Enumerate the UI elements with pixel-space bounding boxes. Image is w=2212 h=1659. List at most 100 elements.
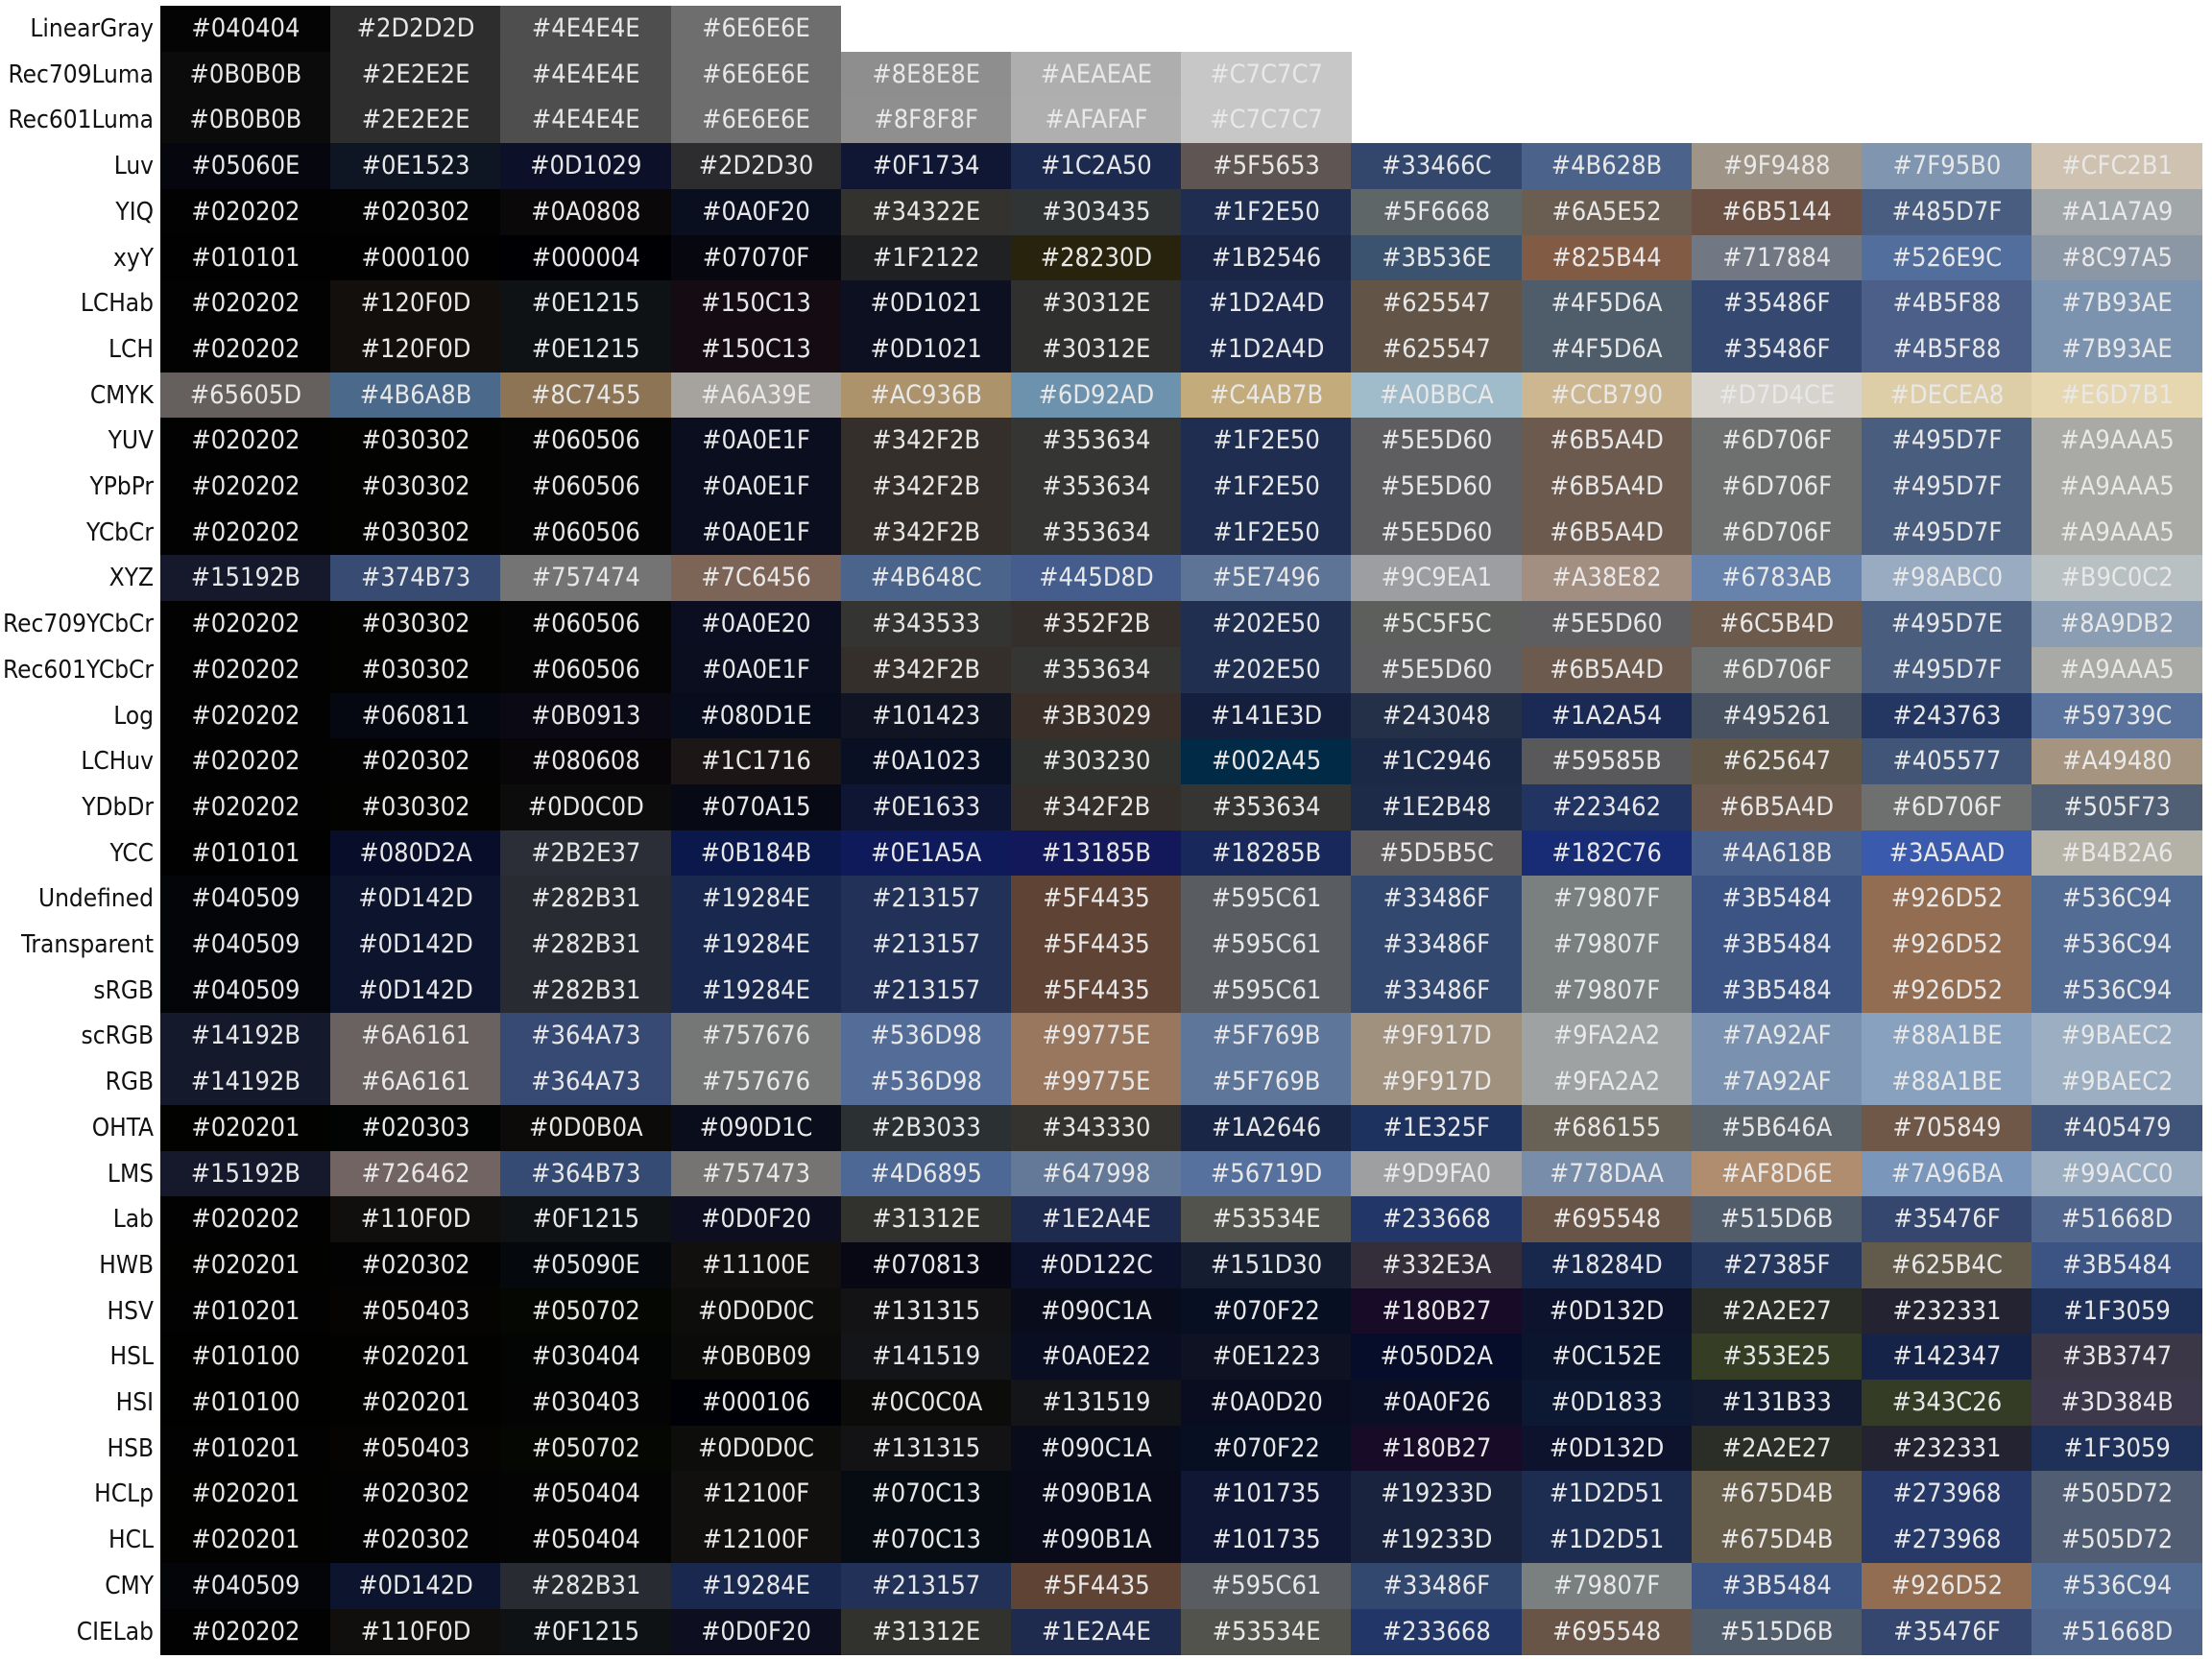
colorspace-label: HSL [109,1342,154,1372]
color-swatch: #AF8D6E [1691,1150,1863,1197]
color-swatch: #050404 [500,1471,672,1518]
color-swatch: #595C61 [1181,1562,1352,1609]
color-swatch: #31312E [840,1196,1012,1243]
color-swatch: #19284E [670,1562,842,1609]
colorspace-label: Rec709Luma [8,60,155,89]
color-swatch: #5F6668 [1351,188,1523,235]
color-swatch: #3B3029 [1011,692,1182,739]
colorspace-label: CMY [105,1571,154,1600]
color-swatch: #020202 [160,280,331,327]
color-swatch: #243763 [1862,692,2032,739]
color-swatch: #060506 [500,418,672,465]
colorspace-label: HSB [107,1433,155,1463]
color-swatch: #30312E [1011,325,1182,373]
color-swatch: #DECEA8 [1862,372,2032,419]
color-swatch: #4B5F88 [1862,280,2032,327]
color-swatch: #3B5484 [1691,967,1863,1014]
color-swatch: #79807F [1521,922,1693,968]
color-swatch: #5F4435 [1011,876,1182,923]
color-swatch: #2E2E2E [330,97,501,144]
colorspace-label: RGB [105,1068,154,1097]
color-swatch: #050702 [500,1425,672,1472]
color-swatch: #030302 [330,464,501,510]
color-swatch: #8F8F8F [840,97,1012,144]
color-swatch: #0B184B [670,830,842,877]
palette-row: YIQ #020202 #020302 #0A0808 #0A0F20 #34322E #3… [0,188,2212,235]
color-swatch: #51668D [2032,1196,2202,1243]
palette-row: Transparent #040509 #0D142D #282B31 #19284E #… [0,922,2212,968]
color-swatch: #505D72 [2032,1471,2202,1518]
color-swatch: #595C61 [1181,922,1352,968]
palette-row: HCL #020201 #020302 #050404 #12100F #070C13 #0… [0,1517,2212,1564]
color-swatch: #7A92AF [1691,1013,1863,1060]
color-swatch: #141E3D [1181,692,1352,739]
color-swatch: #6A6161 [330,1059,501,1106]
color-swatch: #9F917D [1351,1059,1523,1106]
color-swatch: #070A15 [670,783,842,830]
color-swatch: #0D142D [330,1562,501,1609]
color-swatch: #182C76 [1521,830,1693,877]
color-swatch: #6D92AD [1011,372,1182,419]
color-swatch: #15192B [160,555,331,602]
color-swatch: #010201 [160,1287,331,1334]
color-swatch: #5E5D60 [1351,418,1523,465]
colorspace-label: YDbDr [82,792,154,822]
color-swatch: #020201 [330,1380,501,1426]
color-swatch: #282B31 [500,1562,672,1609]
color-swatch: #14192B [160,1059,331,1106]
color-swatch: #342F2B [840,646,1012,693]
color-swatch: #1F2122 [840,234,1012,281]
color-swatch: #79807F [1521,967,1693,1014]
color-swatch: #4F5D6A [1521,325,1693,373]
colorspace-label: YPbPr [89,472,155,501]
colorspace-label: xyY [113,243,154,273]
color-swatch: #0D1021 [840,325,1012,373]
colorspace-label: Rec601YCbCr [3,655,154,685]
color-swatch: #6783AB [1691,555,1863,602]
color-swatch: #4A618B [1691,830,1863,877]
color-swatch: #0E1523 [330,143,501,190]
color-swatch: #9FA2A2 [1521,1059,1693,1106]
color-swatch: #110F0D [330,1608,501,1655]
color-swatch: #2B3033 [840,1104,1012,1151]
color-swatch: #5E5D60 [1351,646,1523,693]
color-swatch: #180B27 [1351,1287,1523,1334]
palette-row: RGB #14192B #6A6161 #364A73 #757676 #536D98 #9… [0,1059,2212,1106]
color-swatch: #060506 [500,464,672,510]
color-swatch: #0D0B0A [500,1104,672,1151]
color-swatch: #213157 [840,967,1012,1014]
color-swatch: #040509 [160,967,331,1014]
color-swatch: #1C2946 [1351,738,1523,785]
color-swatch: #060506 [500,646,672,693]
color-swatch: #59739C [2032,692,2202,739]
colorspace-label: LCHab [80,289,154,319]
color-swatch: #D7D4CE [1691,372,1863,419]
color-swatch: #1E2A4E [1011,1608,1182,1655]
color-swatch: #0A0E1F [670,646,842,693]
color-swatch: #C4AB7B [1181,372,1352,419]
color-swatch: #79807F [1521,876,1693,923]
colorspace-label: YUV [108,426,154,456]
colorspace-label: HSV [107,1296,154,1326]
color-swatch: #131315 [840,1425,1012,1472]
color-swatch: #12100F [670,1517,842,1564]
color-swatch: #53534E [1181,1608,1352,1655]
color-swatch: #120F0D [330,325,501,373]
color-swatch: #CCB790 [1521,372,1693,419]
color-swatch: #353634 [1011,509,1182,556]
color-swatch: #19233D [1351,1517,1523,1564]
color-swatch: #3B5484 [1691,1562,1863,1609]
palette-row: LCH #020202 #120F0D #0E1215 #150C13 #0D1021 #3… [0,325,2212,373]
color-swatch: #34322E [840,188,1012,235]
color-swatch: #6D706F [1691,646,1863,693]
color-swatch: #28230D [1011,234,1182,281]
color-swatch: #010101 [160,830,331,877]
color-swatch: #0D142D [330,922,501,968]
color-swatch: #0A0D20 [1181,1380,1352,1426]
color-swatch: #020201 [160,1241,331,1288]
color-swatch: #505D72 [2032,1517,2202,1564]
color-swatch: #020201 [160,1471,331,1518]
color-swatch: #090D1C [670,1104,842,1151]
color-swatch: #59585B [1521,738,1693,785]
color-swatch: #5E5D60 [1351,464,1523,510]
